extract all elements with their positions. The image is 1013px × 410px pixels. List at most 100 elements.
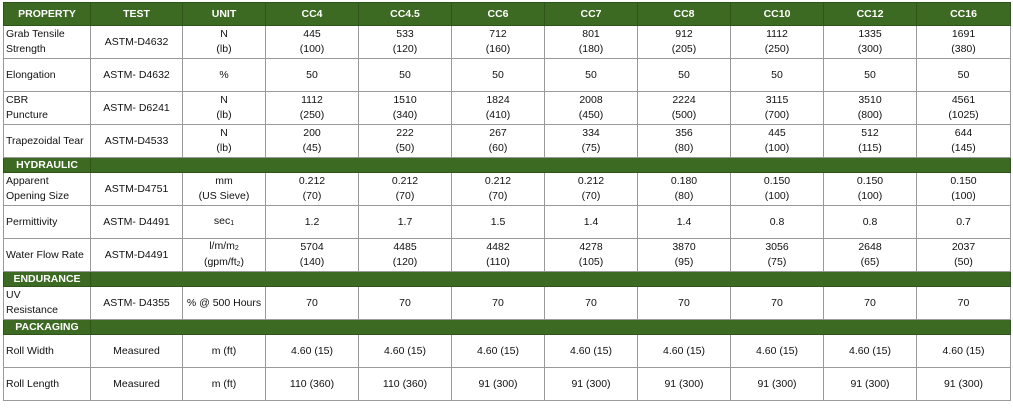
value-cell: 3056 (75) bbox=[730, 238, 824, 272]
value-text: 801 bbox=[582, 28, 600, 40]
value-text: 91 (300) bbox=[757, 377, 797, 390]
unit-label: m (ft) bbox=[211, 344, 237, 357]
value-text: 4482 bbox=[486, 241, 510, 253]
value-text: (60) bbox=[488, 142, 508, 154]
column-header: CC6 bbox=[451, 2, 545, 26]
value-text: 4.60 (15) bbox=[662, 344, 706, 357]
value-cell: 644 (145) bbox=[916, 124, 1011, 158]
value-text: 91 (300) bbox=[571, 377, 611, 390]
column-header: UNIT bbox=[182, 2, 266, 26]
column-header: PROPERTY bbox=[3, 2, 91, 26]
value-text: 50 bbox=[399, 68, 411, 81]
value-cell: 801 (180) bbox=[544, 25, 638, 59]
unit-cell: l/m/m2 (gpm/ft2) bbox=[182, 238, 266, 272]
value-cell: 4.60 (15) bbox=[544, 334, 638, 368]
value-cell: 70 bbox=[265, 286, 359, 320]
value-cell: 267 (60) bbox=[451, 124, 545, 158]
value-text: (300) bbox=[857, 43, 883, 55]
section-title: ENDURANCE bbox=[3, 271, 91, 287]
value-text: 1824 bbox=[486, 94, 510, 106]
value-text: 1112 bbox=[301, 94, 323, 106]
value-text: (700) bbox=[764, 109, 790, 121]
value-text: (100) bbox=[299, 43, 325, 55]
value-text: 110 (360) bbox=[382, 377, 428, 390]
value-text: 3870 bbox=[672, 241, 696, 253]
value-cell: 3115 (700) bbox=[730, 91, 824, 125]
value-cell: 70 bbox=[358, 286, 452, 320]
value-text: 1.4 bbox=[583, 215, 599, 228]
value-cell: 1510 (340) bbox=[358, 91, 452, 125]
unit-cell: m (ft) bbox=[182, 334, 266, 368]
value-cell: 712 (160) bbox=[451, 25, 545, 59]
value-text: 70 bbox=[585, 296, 597, 309]
value-cell: 1691 (380) bbox=[916, 25, 1011, 59]
value-text: (205) bbox=[671, 43, 697, 55]
value-text: (50) bbox=[954, 256, 973, 268]
unit-label: mm bbox=[215, 175, 233, 187]
value-text: 4485 bbox=[393, 241, 417, 253]
value-cell: 3510 (800) bbox=[823, 91, 917, 125]
value-text: (380) bbox=[951, 43, 976, 55]
spec-table: PROPERTY TEST UNIT CC4 CC4.5 CC6 CC7 CC8 CC10 CC1… bbox=[3, 2, 1011, 401]
value-cell: 70 bbox=[730, 286, 824, 320]
value-text: 0.150 bbox=[856, 175, 884, 187]
value-cell: 0.212 (70) bbox=[544, 172, 638, 206]
value-text: (70) bbox=[395, 190, 415, 202]
value-cell: 0.180 (80) bbox=[637, 172, 731, 206]
value-text: (120) bbox=[392, 256, 418, 268]
value-text: (120) bbox=[392, 43, 418, 55]
section-title: PACKAGING bbox=[3, 319, 91, 335]
unit-label: N bbox=[220, 28, 228, 40]
section-fill bbox=[90, 271, 1011, 287]
value-text: (100) bbox=[764, 190, 790, 202]
value-cell: 445 (100) bbox=[730, 124, 824, 158]
value-cell: 110 (360) bbox=[358, 367, 452, 401]
value-cell: 0.150 (100) bbox=[823, 172, 917, 206]
value-text: 50 bbox=[306, 68, 318, 81]
value-text: (95) bbox=[674, 256, 694, 268]
value-text: 512 bbox=[861, 127, 879, 139]
value-text: 70 bbox=[678, 296, 690, 309]
value-text: (180) bbox=[578, 43, 604, 55]
property-label: Trapezoidal Tear bbox=[6, 134, 84, 147]
column-header: CC4.5 bbox=[358, 2, 452, 26]
value-cell: 0.8 bbox=[730, 205, 824, 239]
unit-label: m (ft) bbox=[211, 377, 237, 390]
column-header: CC10 bbox=[730, 2, 824, 26]
value-text: (100) bbox=[951, 190, 976, 202]
table-row: Grab Tensile Strength ASTM-D4632 N (lb) 445 (1… bbox=[3, 25, 1011, 59]
value-text: (115) bbox=[858, 142, 882, 154]
value-cell: 4.60 (15) bbox=[823, 334, 917, 368]
property-label: Roll Length bbox=[6, 377, 60, 390]
value-text: 5704 bbox=[300, 241, 324, 253]
unit-label: % bbox=[219, 68, 229, 81]
value-cell: 70 bbox=[916, 286, 1011, 320]
table-row: Roll Width Measured m (ft) 4.60 (15) 4.60 (1… bbox=[3, 334, 1011, 368]
value-cell: 2008 (450) bbox=[544, 91, 638, 125]
property-label: Roll Width bbox=[6, 344, 54, 357]
value-text: (250) bbox=[299, 109, 325, 121]
value-cell: 512 (115) bbox=[823, 124, 917, 158]
value-cell: 91 (300) bbox=[637, 367, 731, 401]
value-text: 70 bbox=[399, 296, 411, 309]
table-row: UV Resistance ASTM- D4355% @ 500 Hours 70 70… bbox=[3, 286, 1011, 320]
unit-cell: sec1 bbox=[182, 205, 266, 239]
unit-cell: % bbox=[182, 58, 266, 92]
test-method-cell: Measured bbox=[90, 334, 183, 368]
value-text: 1112 bbox=[766, 28, 788, 40]
value-cell: 4.60 (15) bbox=[265, 334, 359, 368]
table-row: Water Flow Rate ASTM-D4491 l/m/m2 (gpm/ft2)… bbox=[3, 238, 1011, 272]
value-cell: 91 (300) bbox=[823, 367, 917, 401]
property-cell: Roll Width bbox=[3, 334, 91, 368]
value-cell: 2037 (50) bbox=[916, 238, 1011, 272]
table-row: Permittivity ASTM- D4491 sec1 1.2 1.7 1.5 1.4 1… bbox=[3, 205, 1011, 239]
property-label: Permittivity bbox=[6, 215, 58, 228]
value-text: 0.150 bbox=[763, 175, 791, 187]
value-text: 0.8 bbox=[769, 215, 785, 228]
value-text: 200 bbox=[303, 127, 321, 139]
value-text: 91 (300) bbox=[664, 377, 704, 390]
value-text: 1691 bbox=[951, 28, 976, 40]
column-header: CC16 bbox=[916, 2, 1011, 26]
property-label: Apparent bbox=[6, 175, 49, 187]
test-method-cell: ASTM- D4632 bbox=[90, 58, 183, 92]
